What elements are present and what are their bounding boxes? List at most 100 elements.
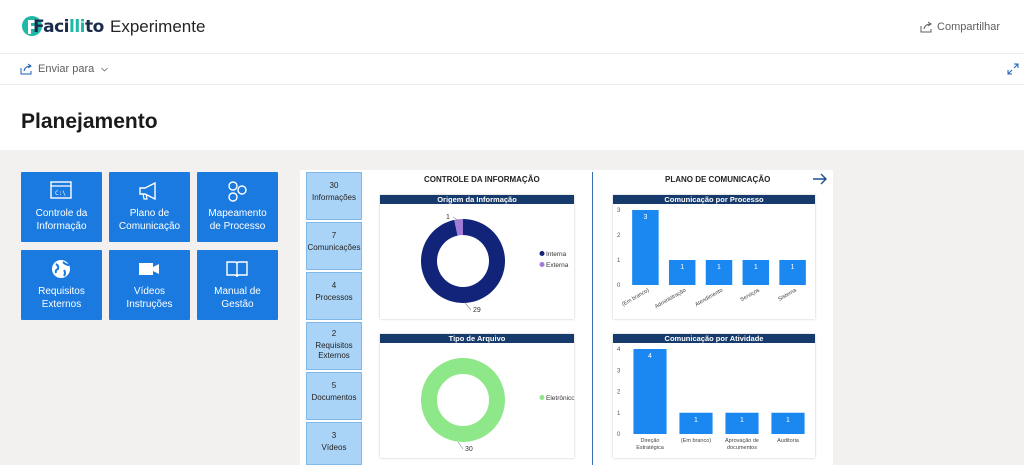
- share-icon: [920, 21, 932, 33]
- kpi-label: Requisitos Externos: [315, 341, 353, 360]
- y-tick-label: 2: [617, 233, 621, 239]
- x-tick-label: Estratégica: [636, 445, 664, 451]
- action-bar: Enviar para: [0, 55, 1024, 85]
- kpi-value: 3: [331, 431, 337, 440]
- tile-videos-instrucoes[interactable]: Vídeos Instruções: [109, 250, 190, 320]
- legend-marker: [539, 262, 545, 267]
- process-map-icon: [228, 181, 247, 202]
- x-tick-label: documentos: [727, 445, 757, 451]
- kpi-value: 2: [331, 329, 337, 338]
- chart-title: Origem da Informação: [380, 195, 574, 204]
- bar-value-label: 1: [786, 417, 790, 424]
- data-label: 1: [446, 214, 450, 221]
- y-tick-label: 3: [617, 368, 621, 374]
- bar-value-label: 1: [791, 264, 795, 271]
- x-tick-label: Auditoria: [777, 438, 800, 444]
- y-tick-label: 2: [617, 390, 621, 396]
- section-title-controle: CONTROLE DA INFORMAÇÃO: [424, 175, 540, 184]
- kpi-card[interactable]: 3 Vídeos: [306, 422, 362, 465]
- bar-value-label: 1: [740, 417, 744, 424]
- tile-plano-comunicacao[interactable]: Plano de Comunicação: [109, 172, 190, 242]
- legend-label: Interna: [546, 251, 567, 258]
- y-tick-label: 0: [617, 283, 621, 289]
- kpi-card[interactable]: 4 Processos: [306, 272, 362, 320]
- svg-text:C:\: C:\: [55, 190, 66, 197]
- tile-controle-informacao[interactable]: C:\ Controle da Informação: [21, 172, 102, 242]
- data-label: 29: [473, 307, 481, 314]
- bar: [679, 412, 713, 434]
- kpi-card[interactable]: 7 Comunicações: [306, 222, 362, 270]
- x-tick-label: Aprovação de: [725, 438, 759, 444]
- share-button[interactable]: Compartilhar: [920, 21, 1000, 33]
- megaphone-icon: [139, 181, 156, 201]
- kpi-value: 5: [331, 381, 337, 390]
- bar-chart-processo: 0 1 2 3 3 (Em branco) 1 Administração 1 Atendimen…: [617, 208, 806, 311]
- y-tick-label: 3: [617, 208, 621, 214]
- y-tick-label: 1: [617, 411, 621, 417]
- chevron-down-icon: [101, 67, 109, 72]
- fullscreen-icon[interactable]: [1007, 63, 1019, 75]
- send-to-label: Enviar para: [38, 63, 95, 75]
- bar: [742, 260, 770, 285]
- y-tick-label: 4: [617, 347, 621, 353]
- app-title: Experimente: [110, 17, 206, 36]
- globe-icon: [52, 260, 70, 278]
- donut-slice: [421, 358, 505, 442]
- leader-line: [457, 441, 464, 450]
- kpi-label: Documentos: [311, 393, 357, 402]
- x-tick-label: (Em branco): [621, 287, 650, 307]
- kpi-value: 30: [329, 181, 339, 190]
- donut-chart-tipo: 30 Eletrônico: [421, 358, 574, 453]
- chart-card-atividade: Comunicação por Atividade 0 1 2 3 4 4 Direção E…: [613, 334, 815, 458]
- legend-label: Externa: [546, 262, 569, 269]
- kpi-label: Processos: [315, 293, 353, 302]
- page-title: Planejamento: [21, 110, 158, 133]
- arrow-right-icon[interactable]: [812, 172, 828, 186]
- kpi-card[interactable]: 2 Requisitos Externos: [306, 322, 362, 370]
- section-divider: [592, 172, 593, 465]
- bar: [633, 349, 667, 434]
- leader-line: [452, 216, 460, 222]
- bar-value-label: 1: [680, 264, 684, 271]
- kpi-value: 7: [331, 231, 337, 240]
- bar-value-label: 1: [754, 264, 758, 271]
- bar-value-label: 1: [694, 417, 698, 424]
- video-camera-icon: [139, 263, 159, 275]
- chart-title: Comunicação por Processo: [613, 195, 815, 204]
- chart-title: Comunicação por Atividade: [613, 334, 815, 343]
- tile-manual-gestao[interactable]: Manual de Gestão: [197, 250, 278, 320]
- kpi-card[interactable]: 30 Informações: [306, 172, 362, 220]
- kpi-column: 30 Informações 7 Comunicações 4 Processos 2…: [306, 172, 362, 465]
- bar: [779, 260, 806, 285]
- tile-requisitos-externos[interactable]: Requisitos Externos: [21, 250, 102, 320]
- x-tick-label: Administração: [654, 288, 687, 311]
- share-label: Compartilhar: [937, 21, 1000, 33]
- x-tick-label: Direção: [641, 438, 660, 444]
- donut-slice: [454, 219, 463, 236]
- bar: [632, 210, 659, 285]
- bar: [725, 412, 759, 434]
- terminal-window-icon: C:\: [50, 181, 72, 199]
- kpi-value: 4: [331, 281, 337, 290]
- logo-text: Facillito: [33, 17, 104, 37]
- leader-line: [464, 302, 472, 311]
- legend-marker: [539, 251, 545, 256]
- kpi-label: Comunicações: [307, 243, 361, 252]
- facilito-logo-icon[interactable]: [22, 12, 96, 40]
- chart-title: Tipo de Arquivo: [380, 334, 574, 343]
- chart-card-processo: Comunicação por Processo 0 1 2 3 3 (Em branco…: [613, 195, 815, 319]
- tile-mapeamento-processo[interactable]: Mapeamento de Processo: [197, 172, 278, 242]
- bar-value-label: 1: [717, 264, 721, 271]
- share-icon: [20, 63, 32, 75]
- bar: [705, 260, 733, 285]
- chart-card-tipo: Tipo de Arquivo 30 Eletrônico: [380, 334, 574, 458]
- bar-value-label: 4: [648, 353, 652, 360]
- top-bar: Facillito Experimente Compartilhar: [0, 0, 1024, 54]
- kpi-card[interactable]: 5 Documentos: [306, 372, 362, 420]
- data-label: 30: [465, 446, 473, 453]
- x-tick-label: Sistema: [777, 287, 798, 303]
- x-tick-label: Serviços: [740, 287, 761, 303]
- send-to-button[interactable]: Enviar para: [20, 63, 109, 75]
- bar-value-label: 3: [643, 214, 647, 221]
- x-tick-label: Atendimento: [694, 288, 724, 309]
